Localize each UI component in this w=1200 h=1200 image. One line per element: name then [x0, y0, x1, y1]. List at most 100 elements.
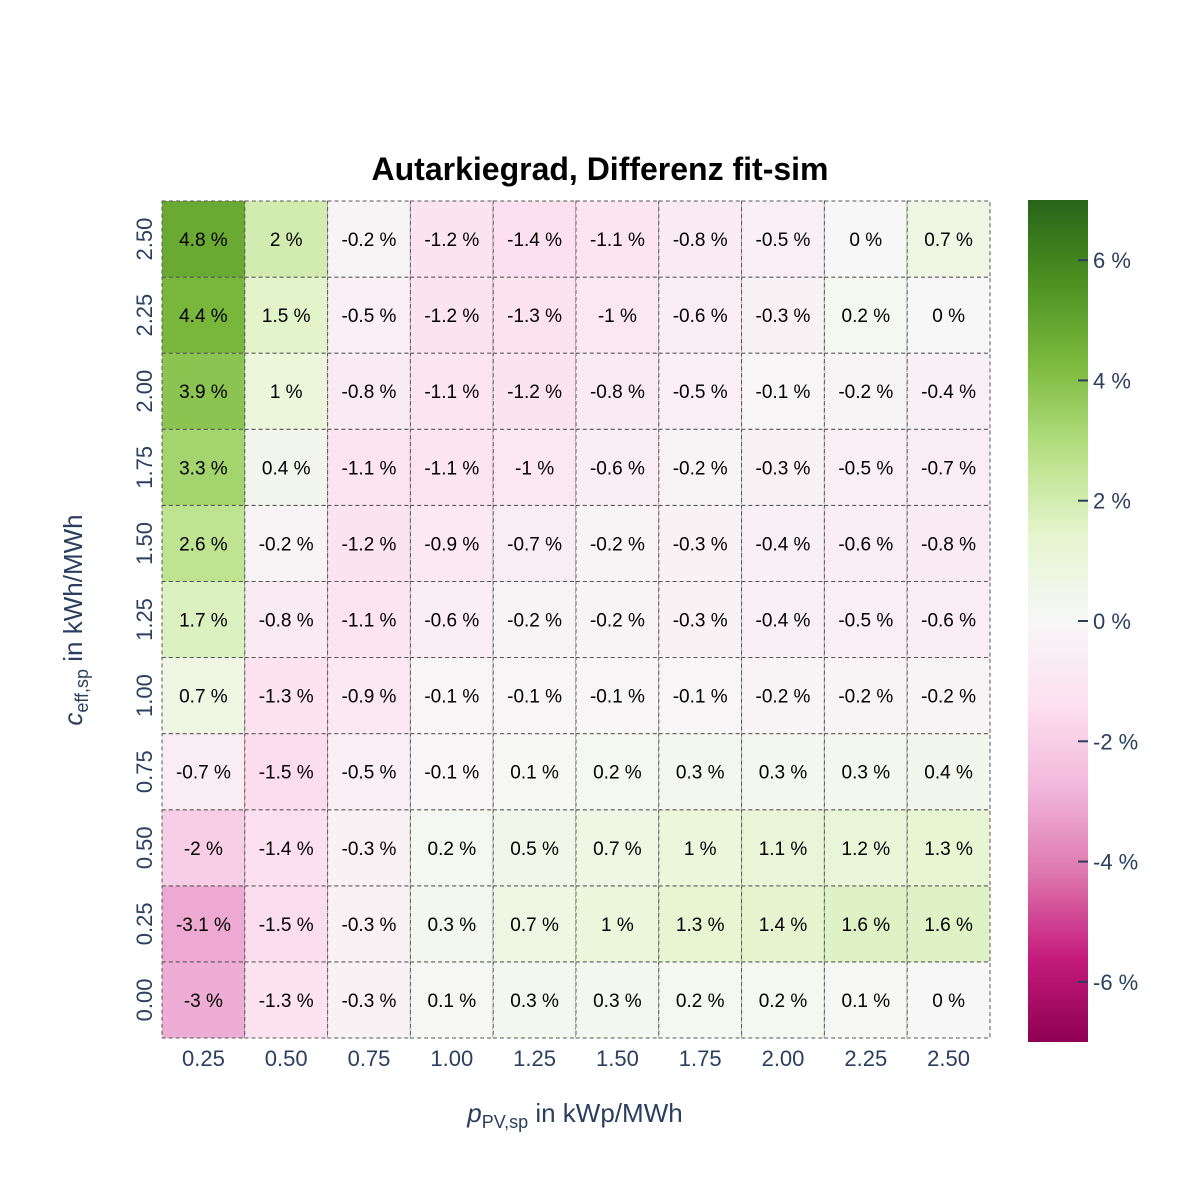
cell-value-label: -0.1 % — [424, 763, 479, 784]
cell-value-label: 0.1 % — [842, 991, 891, 1012]
cell-value-label: 0.2 % — [593, 763, 642, 784]
cell-value-label: -0.5 % — [756, 230, 811, 251]
heatmap-cell — [409, 428, 494, 506]
cell-value-label: -1.2 % — [424, 306, 479, 327]
heatmap-cell — [492, 276, 577, 354]
heatmap-cell — [492, 657, 577, 735]
cell-value-label: -1.2 % — [342, 534, 397, 555]
cell-value-label: -1.2 % — [424, 230, 479, 251]
cell-value-label: 0.3 % — [593, 991, 642, 1012]
cell-value-label: -0.6 % — [838, 534, 893, 555]
heatmap-cell — [906, 885, 991, 963]
cell-value-label: -0.5 % — [342, 763, 397, 784]
cell-value-label: 0.2 % — [759, 991, 808, 1012]
cell-value-label: -2 % — [184, 839, 223, 860]
heatmap-cell — [823, 961, 908, 1039]
cell-value-label: -0.3 % — [342, 991, 397, 1012]
cell-value-label: 0.4 % — [924, 763, 973, 784]
cell-value-label: -0.7 % — [921, 458, 976, 479]
heatmap-cell — [327, 809, 411, 887]
heatmap-cell — [823, 580, 908, 659]
cell-value-label: -0.9 % — [424, 534, 479, 555]
cell-value-label: 1.2 % — [842, 839, 891, 860]
cell-value-label: -0.7 % — [176, 763, 231, 784]
heatmap-cell — [823, 428, 908, 506]
cell-value-label: -0.8 % — [590, 382, 645, 403]
y-tick-label: 0.50 — [132, 826, 157, 869]
cell-value-label: 0.1 % — [510, 763, 559, 784]
heatmap-cell — [906, 428, 991, 506]
x-axis-label-sub: PV,sp — [482, 1112, 528, 1132]
cell-value-label: -0.2 % — [590, 611, 645, 632]
x-tick-label: 1.75 — [679, 1046, 722, 1071]
cell-value-label: -1.3 % — [259, 991, 314, 1012]
y-axis-label: ceff,sp in kWh/MWh — [58, 514, 92, 725]
cell-value-label: -3 % — [184, 991, 223, 1012]
cell-value-label: 0.2 % — [842, 306, 891, 327]
cell-value-label: -1 % — [598, 306, 637, 327]
cell-value-label: -0.3 % — [756, 306, 811, 327]
x-tick-label: 1.00 — [430, 1046, 473, 1071]
heatmap-cell — [906, 733, 991, 811]
cell-value-label: 0.3 % — [510, 991, 559, 1012]
cell-value-label: -1.3 % — [507, 306, 562, 327]
cell-value-label: -0.1 % — [756, 382, 811, 403]
cell-value-label: 0 % — [849, 230, 882, 251]
heatmap-cell — [492, 504, 577, 582]
cell-value-label: 0.7 % — [510, 915, 559, 936]
heatmap-cell — [741, 809, 825, 887]
heatmap-cell — [244, 657, 329, 735]
colorbar-tick-label: 6 % — [1093, 248, 1131, 273]
x-tick-label: 0.25 — [182, 1046, 225, 1071]
cell-value-label: 0 % — [932, 991, 965, 1012]
heatmap-cell — [741, 885, 825, 963]
cell-value-label: 0.7 % — [179, 687, 228, 708]
heatmap-cell — [741, 657, 825, 735]
cell-value-label: -0.8 % — [921, 534, 976, 555]
heatmap-cell — [244, 961, 329, 1039]
cell-value-label: 1.3 % — [676, 915, 725, 936]
cell-value-label: 0.3 % — [842, 763, 891, 784]
cell-value-label: -1.4 % — [507, 230, 562, 251]
heatmap-cell — [906, 276, 991, 354]
heatmap-cell — [575, 809, 660, 887]
y-axis-label-rest: in kWh/MWh — [58, 514, 88, 669]
heatmap-cell — [244, 276, 329, 354]
cell-value-label: -0.2 % — [756, 687, 811, 708]
cell-value-label: -0.6 % — [673, 306, 728, 327]
colorbar-tick-label: -4 % — [1093, 850, 1138, 875]
cell-value-label: -0.2 % — [838, 382, 893, 403]
heatmap-cell — [658, 276, 743, 354]
cell-value-label: 0 % — [932, 306, 965, 327]
cell-value-label: -0.7 % — [507, 534, 562, 555]
heatmap-cell — [161, 504, 246, 582]
cell-value-label: -0.2 % — [507, 611, 562, 632]
cell-value-label: 2.6 % — [179, 534, 228, 555]
heatmap-cell — [823, 504, 908, 582]
heatmap-cell — [741, 961, 825, 1039]
cell-value-label: 0.7 % — [924, 230, 973, 251]
y-axis-label-var: c — [58, 713, 88, 726]
cell-value-label: 1 % — [601, 915, 634, 936]
cell-value-label: -0.3 % — [673, 611, 728, 632]
cell-value-label: -0.4 % — [921, 382, 976, 403]
cell-value-label: 1.6 % — [842, 915, 891, 936]
cell-value-label: -0.2 % — [342, 230, 397, 251]
cell-value-label: -1 % — [515, 458, 554, 479]
heatmap-cell — [575, 885, 660, 963]
heatmap-cell — [823, 352, 908, 430]
cell-value-label: 2 % — [270, 230, 303, 251]
x-axis-label-rest: in kWp/MWh — [528, 1098, 683, 1128]
cell-value-label: -1.4 % — [259, 839, 314, 860]
heatmap-cell — [575, 276, 660, 354]
heatmap-cell — [741, 504, 825, 582]
colorbar-ticks: -6 % -4 % -2 % 0 % 2 % 4 % 6 % — [1078, 248, 1138, 995]
cell-value-label: -0.1 % — [424, 687, 479, 708]
cell-value-label: 1.1 % — [759, 839, 808, 860]
cell-value-label: 0.3 % — [759, 763, 808, 784]
cell-value-label: -0.5 % — [342, 306, 397, 327]
cell-value-label: 1.5 % — [262, 306, 311, 327]
heatmap-cell — [327, 733, 411, 811]
heatmap-cell — [906, 961, 991, 1039]
cell-value-label: 1 % — [684, 839, 717, 860]
